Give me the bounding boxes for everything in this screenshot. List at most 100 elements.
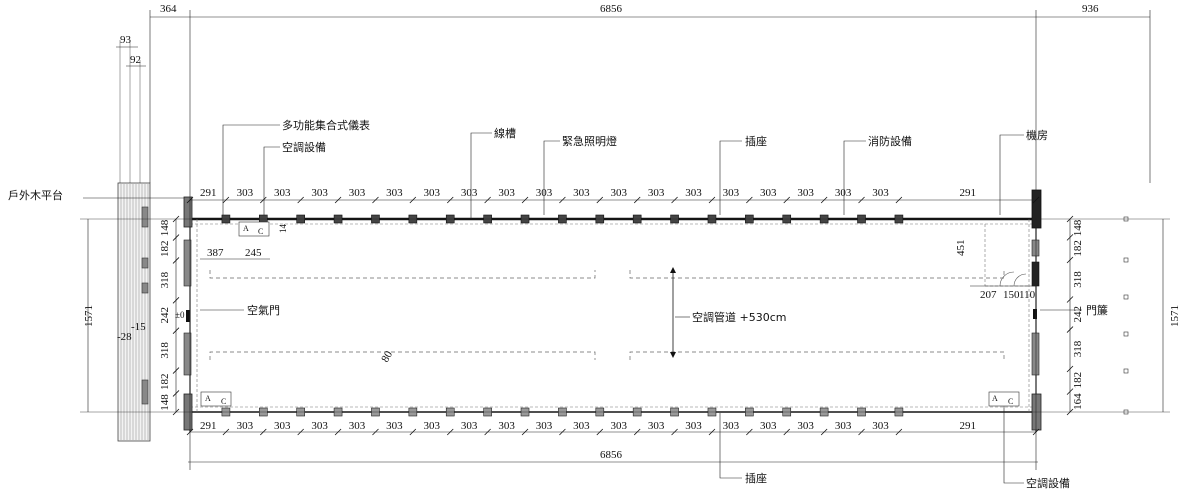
ac-unit-bottom-left: A C (200, 391, 232, 407)
building-outline (183, 189, 1042, 432)
label-duct: 空調管道 +530cm (692, 310, 786, 324)
label-ac-bottom: 空調設備 (1026, 476, 1070, 490)
marker (1123, 331, 1129, 337)
right-side-dimensions: 148 182 318 242 318 182 164 (1066, 215, 1084, 416)
right-offset-dim: 936 (1082, 3, 1099, 15)
side-dimension: 164 (1072, 393, 1084, 410)
air-door-block (186, 310, 190, 322)
label-ac-top: 空調設備 (282, 140, 326, 154)
level-zero: ±0 (175, 310, 185, 320)
corner-post (1031, 189, 1042, 229)
bay-dimension: 303 (461, 187, 478, 199)
deck-post (141, 257, 149, 269)
side-dim-93: 93 (120, 34, 132, 46)
side-dimension: 318 (1072, 340, 1084, 357)
deck-post (141, 282, 149, 294)
bay-dimension: 303 (349, 187, 366, 199)
side-dimension: 182 (159, 374, 171, 391)
wall-panel (1031, 332, 1040, 376)
wall-panel (1031, 239, 1040, 257)
bay-dimension: 291 (959, 420, 976, 432)
label-machine-room: 機房 (1026, 128, 1048, 142)
marker (1123, 294, 1129, 300)
side-dimension: 148 (159, 394, 171, 411)
bay-dimension: 303 (797, 420, 814, 432)
wall-panel (183, 332, 192, 376)
bay-dimension: 303 (573, 187, 590, 199)
bay-dimension: 303 (760, 420, 777, 432)
bay-dimension: 303 (610, 420, 627, 432)
bay-dimension: 303 (274, 187, 291, 199)
bay-dimension: 303 (835, 420, 852, 432)
side-dimension: 148 (159, 219, 171, 236)
height-left: 1571 (83, 305, 95, 327)
bay-dimension: 303 (610, 187, 627, 199)
bay-dimension: 303 (536, 187, 553, 199)
outdoor-deck: -15 -28 (117, 182, 151, 442)
label-meter: 多功能集合式儀表 (282, 118, 370, 132)
bay-dimension: 303 (311, 420, 328, 432)
bay-dimension: 303 (685, 420, 702, 432)
bay-dimension: 303 (424, 187, 441, 199)
left-offset-dim: 364 (160, 3, 177, 15)
dim-80: 80 (379, 349, 395, 365)
svg-text:C: C (1008, 397, 1013, 406)
label-fire: 消防設備 (868, 134, 912, 148)
bay-dimension: 303 (760, 187, 777, 199)
wall-panel (1031, 261, 1040, 287)
left-side-dimensions: 148 182 318 242 318 182 148 (159, 215, 180, 416)
bay-dimension: 303 (274, 420, 291, 432)
dim-14: 14 (278, 224, 288, 234)
side-dimension: 148 (1072, 219, 1084, 236)
bay-dimension: 291 (959, 187, 976, 199)
bottom-bay-dimensions: 291 303 303 303 303 303 303 303 303 303 303 303 303 3… (186, 420, 1040, 436)
side-dimension: 182 (1072, 240, 1084, 257)
side-dim-92: 92 (130, 54, 141, 66)
bay-dimension: 303 (311, 187, 328, 199)
ac-duct (209, 270, 1005, 360)
deck-post (141, 379, 149, 405)
bay-dimension: 303 (386, 420, 403, 432)
side-dimension: 242 (1072, 306, 1084, 323)
bay-dimension: 303 (685, 187, 702, 199)
dim-451: 451 (955, 240, 967, 257)
top-bay-dimensions: 291 303 303 303 303 303 303 303 303 303 303 303 303 3… (186, 187, 1040, 204)
marker (1123, 368, 1129, 374)
side-dimension: 182 (159, 240, 171, 257)
right-side-markers (1123, 216, 1129, 415)
ac-unit-bottom-right: A C (988, 391, 1020, 407)
marker (1123, 216, 1129, 222)
label-trough: 線槽 (494, 126, 516, 140)
bay-dimension: 303 (536, 420, 553, 432)
svg-text:A: A (243, 224, 249, 233)
label-socket-top: 插座 (745, 134, 767, 148)
label-curtain: 門簾 (1086, 303, 1108, 317)
side-dimension: 242 (159, 307, 171, 324)
bay-dimension: 303 (237, 420, 254, 432)
bay-dimension: 303 (835, 187, 852, 199)
svg-text:C: C (221, 397, 226, 406)
bay-dimension: 303 (723, 420, 740, 432)
side-dimension: 182 (1072, 372, 1084, 389)
side-dimension: 318 (159, 342, 171, 359)
bay-dimension: 303 (872, 187, 889, 199)
side-dimension: 318 (159, 271, 171, 288)
label-emergency-light: 緊急照明燈 (562, 134, 617, 148)
label-deck: 戶外木平台 (8, 188, 63, 202)
bay-dimension: 303 (349, 420, 366, 432)
wall-panel (183, 239, 192, 287)
deck-level-15: -15 (131, 321, 146, 333)
dim-150: 150 (1003, 289, 1020, 301)
bay-dimension: 291 (200, 420, 217, 432)
dim-245: 245 (245, 247, 262, 259)
bay-dimension: 303 (648, 420, 665, 432)
bay-dimension: 291 (200, 187, 217, 199)
curtain-block (1033, 309, 1037, 319)
bay-dimension: 303 (424, 420, 441, 432)
overall-width-top: 6856 (600, 3, 623, 15)
svg-text:C: C (258, 227, 263, 236)
marker (1123, 409, 1129, 415)
overall-width-bottom: 6856 (600, 449, 623, 461)
label-socket-bottom: 插座 (745, 471, 767, 485)
bay-dimension: 303 (498, 420, 515, 432)
